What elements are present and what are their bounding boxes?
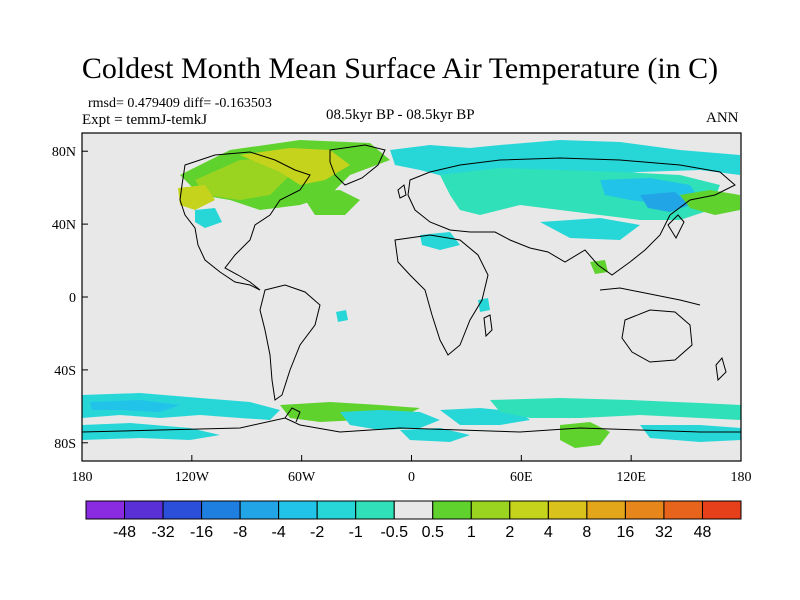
anomaly-patch bbox=[420, 232, 460, 250]
x-tick-label: 60E bbox=[510, 470, 533, 485]
colorbar-label: -1 bbox=[349, 524, 363, 541]
australia-coast bbox=[621, 309, 693, 363]
anomaly-fields bbox=[82, 140, 741, 448]
x-tick-label: 120W bbox=[175, 470, 210, 485]
y-tick-label: 80N bbox=[52, 145, 76, 160]
colorbar-label: 16 bbox=[617, 524, 635, 541]
anomaly-patch bbox=[590, 260, 608, 274]
colorbar-swatch bbox=[162, 500, 203, 520]
japan-coast bbox=[667, 214, 685, 240]
colorbar-swatch bbox=[432, 500, 472, 520]
coastlines bbox=[82, 144, 741, 433]
season-label: ANN bbox=[706, 110, 739, 126]
anomaly-patch bbox=[680, 190, 740, 215]
new-zealand-coast bbox=[715, 356, 727, 382]
colorbar-label: 1 bbox=[467, 524, 476, 541]
colorbar-swatch bbox=[663, 500, 703, 520]
madagascar-coast bbox=[483, 314, 493, 338]
rmsd-diff-stats: rmsd= 0.479409 diff= -0.163503 bbox=[88, 96, 272, 111]
anomaly-patch bbox=[400, 428, 470, 442]
colorbar-swatch bbox=[316, 500, 357, 520]
anomaly-patch bbox=[340, 410, 440, 430]
colorbar bbox=[85, 500, 742, 520]
colorbar-swatch bbox=[701, 500, 742, 520]
colorbar-label: 4 bbox=[544, 524, 553, 541]
colorbar-swatch bbox=[124, 500, 164, 520]
period-label: 08.5kyr BP - 08.5kyr BP bbox=[326, 107, 475, 123]
eurasia-coast bbox=[407, 157, 736, 276]
anomaly-patch bbox=[300, 190, 360, 215]
colorbar-swatch bbox=[547, 500, 588, 520]
british-isles-coast bbox=[397, 184, 407, 199]
x-axis-labels: 180 120W 60W 0 60E 120E 180 bbox=[72, 470, 752, 485]
colorbar-swatch bbox=[509, 500, 549, 520]
colorbar-label: 48 bbox=[694, 524, 712, 541]
colorbar-label: -2 bbox=[310, 524, 324, 541]
colorbar-swatch bbox=[85, 500, 126, 520]
colorbar-label: 0.5 bbox=[422, 524, 444, 541]
anomaly-patch bbox=[490, 398, 741, 420]
colorbar-label: -0.5 bbox=[380, 524, 408, 541]
colorbar-swatch bbox=[470, 500, 511, 520]
colorbar-swatch bbox=[201, 500, 241, 520]
colorbar-swatch bbox=[586, 500, 626, 520]
anomaly-patch bbox=[640, 425, 741, 442]
y-tick-label: 40S bbox=[54, 364, 76, 379]
anomaly-patch bbox=[540, 218, 640, 240]
colorbar-labels: -48 -32 -16 -8 -4 -2 -1 -0.5 0.5 1 2 4 8 16 32 48 bbox=[113, 524, 712, 541]
anomaly-patch bbox=[82, 393, 280, 420]
anomaly-patch bbox=[82, 423, 220, 440]
anomaly-patch bbox=[195, 208, 222, 228]
plot-title: Coldest Month Mean Surface Air Temperatu… bbox=[81, 52, 719, 85]
y-tick-label: 80S bbox=[54, 437, 76, 452]
colorbar-swatch bbox=[239, 500, 280, 520]
x-tick-label: 180 bbox=[731, 470, 752, 485]
colorbar-swatch bbox=[393, 500, 434, 520]
antarctica-coast bbox=[82, 417, 741, 433]
south-america-coast bbox=[259, 284, 321, 401]
colorbar-label: -8 bbox=[233, 524, 247, 541]
colorbar-label: -48 bbox=[113, 524, 136, 541]
anomaly-patch bbox=[178, 185, 215, 210]
map-content bbox=[82, 140, 741, 448]
colorbar-swatch bbox=[355, 500, 395, 520]
anomaly-patch bbox=[640, 192, 690, 212]
colorbar-label: -32 bbox=[151, 524, 174, 541]
x-tick-label: 120E bbox=[616, 470, 646, 485]
colorbar-label: 8 bbox=[582, 524, 591, 541]
x-tick-label: 180 bbox=[72, 470, 93, 485]
maritime-continent-coast bbox=[599, 287, 701, 306]
x-tick-label: 60W bbox=[288, 470, 316, 485]
anomaly-patch bbox=[336, 310, 348, 322]
anomaly-patch bbox=[90, 400, 180, 412]
experiment-label: Expt = temmJ-temkJ bbox=[82, 112, 208, 128]
anomaly-patch bbox=[195, 158, 290, 200]
axis-ticks bbox=[81, 150, 742, 461]
y-tick-label: 0 bbox=[69, 291, 76, 306]
colorbar-label: 2 bbox=[505, 524, 514, 541]
antarctic-peninsula-coast bbox=[284, 407, 301, 423]
colorbar-label: 32 bbox=[655, 524, 673, 541]
colorbar-label: -4 bbox=[272, 524, 286, 541]
y-tick-label: 40N bbox=[52, 218, 76, 233]
colorbar-label: -16 bbox=[190, 524, 213, 541]
north-america-coast bbox=[179, 151, 311, 291]
colorbar-swatch bbox=[278, 500, 318, 520]
y-axis-labels: 80N 40N 0 40S 80S bbox=[52, 145, 76, 452]
africa-coast bbox=[394, 234, 489, 356]
greenland-coast bbox=[329, 144, 386, 186]
anomaly-patch bbox=[478, 298, 490, 312]
x-tick-label: 0 bbox=[408, 470, 415, 485]
colorbar-swatch bbox=[624, 500, 665, 520]
